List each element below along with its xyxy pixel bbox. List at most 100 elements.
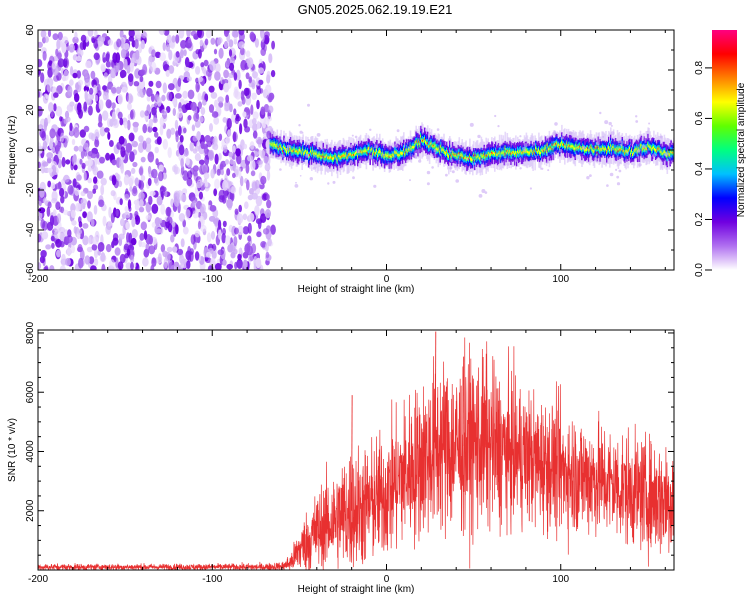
noise-blob <box>256 159 263 165</box>
noise-blob <box>216 37 222 46</box>
noise-blob <box>111 85 117 96</box>
noise-blob <box>208 149 215 161</box>
ridge-segment <box>588 148 591 151</box>
noise-blob <box>223 41 229 49</box>
ridge-segment <box>548 148 551 150</box>
ridge-segment <box>317 155 320 158</box>
noise-blob <box>75 56 82 62</box>
ridge-segment <box>439 151 441 154</box>
noise-blob <box>162 42 166 51</box>
ridge-segment <box>315 151 318 155</box>
ridge-segment <box>651 148 653 151</box>
noise-blob <box>264 242 269 252</box>
noise-blob <box>66 235 73 244</box>
ridge-segment <box>553 144 555 147</box>
ridge-segment <box>493 152 495 154</box>
ridge-segment <box>539 151 541 155</box>
noise-blob <box>165 69 170 77</box>
noise-blob <box>131 57 135 64</box>
noise-blob <box>91 166 97 172</box>
noise-blob <box>211 142 215 150</box>
noise-blob <box>84 78 91 88</box>
ridge-segment <box>647 143 649 146</box>
noise-blob <box>194 153 201 162</box>
ridge-segment <box>554 142 556 146</box>
noise-blob <box>38 262 42 270</box>
ridge-segment <box>365 150 368 153</box>
ridge-segment <box>344 154 347 157</box>
ridge-speckle <box>522 146 526 150</box>
noise-blob <box>262 228 270 235</box>
ridge-segment <box>611 146 614 148</box>
noise-blob <box>73 226 77 234</box>
noise-blob <box>261 32 265 43</box>
noise-blob <box>238 79 242 90</box>
ridge-speckle <box>593 157 598 162</box>
noise-blob <box>175 131 179 143</box>
noise-blob <box>235 113 240 120</box>
ridge-speckle <box>529 187 533 190</box>
noise-blob <box>218 47 224 59</box>
ridge-segment <box>576 146 578 150</box>
ridge-segment <box>412 146 415 149</box>
noise-blob <box>192 210 199 219</box>
ridge-segment <box>495 153 498 156</box>
noise-blob <box>90 265 97 270</box>
spectrogram-x-label: Height of straight line (km) <box>298 284 415 295</box>
ridge-speckle <box>652 153 657 158</box>
noise-blob <box>236 69 241 81</box>
noise-blob <box>117 111 123 120</box>
noise-blob <box>138 180 145 190</box>
ridge-speckle <box>547 156 550 158</box>
noise-blob <box>203 172 210 180</box>
noise-blob <box>233 248 238 255</box>
ridge-segment <box>325 155 327 158</box>
ridge-segment <box>503 152 506 156</box>
x-tick-label: -200 <box>28 274 48 285</box>
ridge-speckle <box>286 144 291 149</box>
ridge-speckle <box>445 173 448 177</box>
noise-blob <box>127 119 131 131</box>
noise-blob <box>100 177 107 186</box>
ridge-speckle <box>608 121 612 126</box>
noise-blob <box>164 190 168 198</box>
ridge-segment <box>494 152 496 156</box>
noise-blob <box>176 248 184 256</box>
ridge-segment <box>413 145 416 149</box>
noise-blob <box>138 199 144 208</box>
ridge-segment <box>661 153 664 155</box>
noise-blob <box>199 39 204 47</box>
noise-blob <box>63 69 69 81</box>
noise-blob <box>244 201 249 209</box>
noise-blob <box>223 82 230 93</box>
ridge-segment <box>410 148 413 152</box>
ridge-speckle <box>382 153 385 156</box>
ridge-speckle <box>374 144 379 149</box>
ridge-segment <box>324 155 326 159</box>
noise-blob <box>167 223 173 233</box>
noise-blob <box>87 158 94 167</box>
noise-blob <box>197 92 202 102</box>
ridge-speckle <box>523 149 526 152</box>
noise-blob <box>222 220 227 228</box>
ridge-segment <box>401 151 403 155</box>
ridge-segment <box>490 152 492 156</box>
noise-blob <box>260 48 267 56</box>
noise-blob <box>133 262 137 268</box>
noise-blob <box>195 66 201 75</box>
noise-blob <box>112 52 118 64</box>
ridge-segment <box>395 151 397 154</box>
spectrogram-marks <box>38 30 674 270</box>
ridge-segment <box>304 151 306 154</box>
ridge-segment <box>350 152 352 156</box>
noise-blob <box>134 177 139 187</box>
colorbar-label: Normalized spectral amplitude <box>736 82 747 217</box>
noise-blob <box>41 231 49 240</box>
noise-blob <box>151 168 158 179</box>
noise-blob <box>130 254 135 264</box>
noise-blob <box>77 244 83 252</box>
ridge-segment <box>336 159 339 162</box>
ridge-segment <box>339 156 342 160</box>
ridge-segment <box>526 150 529 153</box>
